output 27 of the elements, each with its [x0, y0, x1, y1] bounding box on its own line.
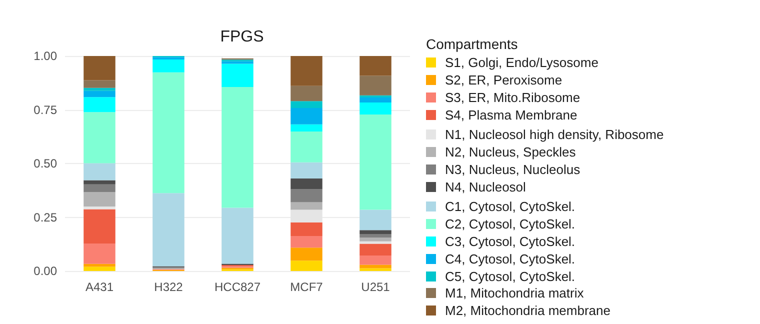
- legend-label: C3, Cytosol, CytoSkel.: [445, 234, 576, 249]
- legend-label: C5, Cytosol, CytoSkel.: [445, 269, 576, 284]
- y-tick-label: 0.75: [34, 102, 58, 117]
- legend-label: S3, ER, Mito.Ribosome: [445, 90, 580, 105]
- legend-label: S2, ER, Peroxisome: [445, 72, 562, 88]
- y-tick-label: 0.50: [34, 156, 58, 170]
- legend-label: N3, Nucleus, Nucleolus: [445, 162, 581, 177]
- legend-label: M2, Mitochondria membrane: [445, 303, 610, 318]
- y-tick-label: 1.00: [34, 49, 58, 63]
- legend-label: C2, Cytosol, CytoSkel.: [445, 216, 576, 232]
- legend-label: S4, Plasma Membrane: [445, 108, 578, 122]
- y-tick-label: 0.25: [34, 210, 58, 224]
- legend-label: C4, Cytosol, CytoSkel.: [445, 252, 576, 266]
- x-tick-label: A431: [85, 280, 114, 294]
- legend-label: C1, Cytosol, CytoSkel.: [445, 199, 576, 214]
- x-tick-label: H322: [154, 280, 184, 294]
- legend-label: N1, Nucleosol high density, Ribosome: [445, 127, 664, 142]
- legend-label: N2, Nucleus, Speckles: [445, 144, 576, 160]
- chart-title: FPGS: [220, 28, 264, 46]
- legend-title: Compartments: [426, 36, 518, 52]
- y-tick-label: 0.00: [34, 264, 58, 278]
- x-tick-label: U251: [361, 280, 390, 294]
- legend-label: S1, Golgi, Endo/Lysosome: [445, 55, 598, 70]
- legend-label: N4, Nucleosol: [445, 180, 526, 194]
- legend-label: M1, Mitochondria matrix: [445, 286, 584, 300]
- x-tick-label: MCF7: [290, 280, 324, 294]
- x-tick-label: HCC827: [214, 280, 261, 294]
